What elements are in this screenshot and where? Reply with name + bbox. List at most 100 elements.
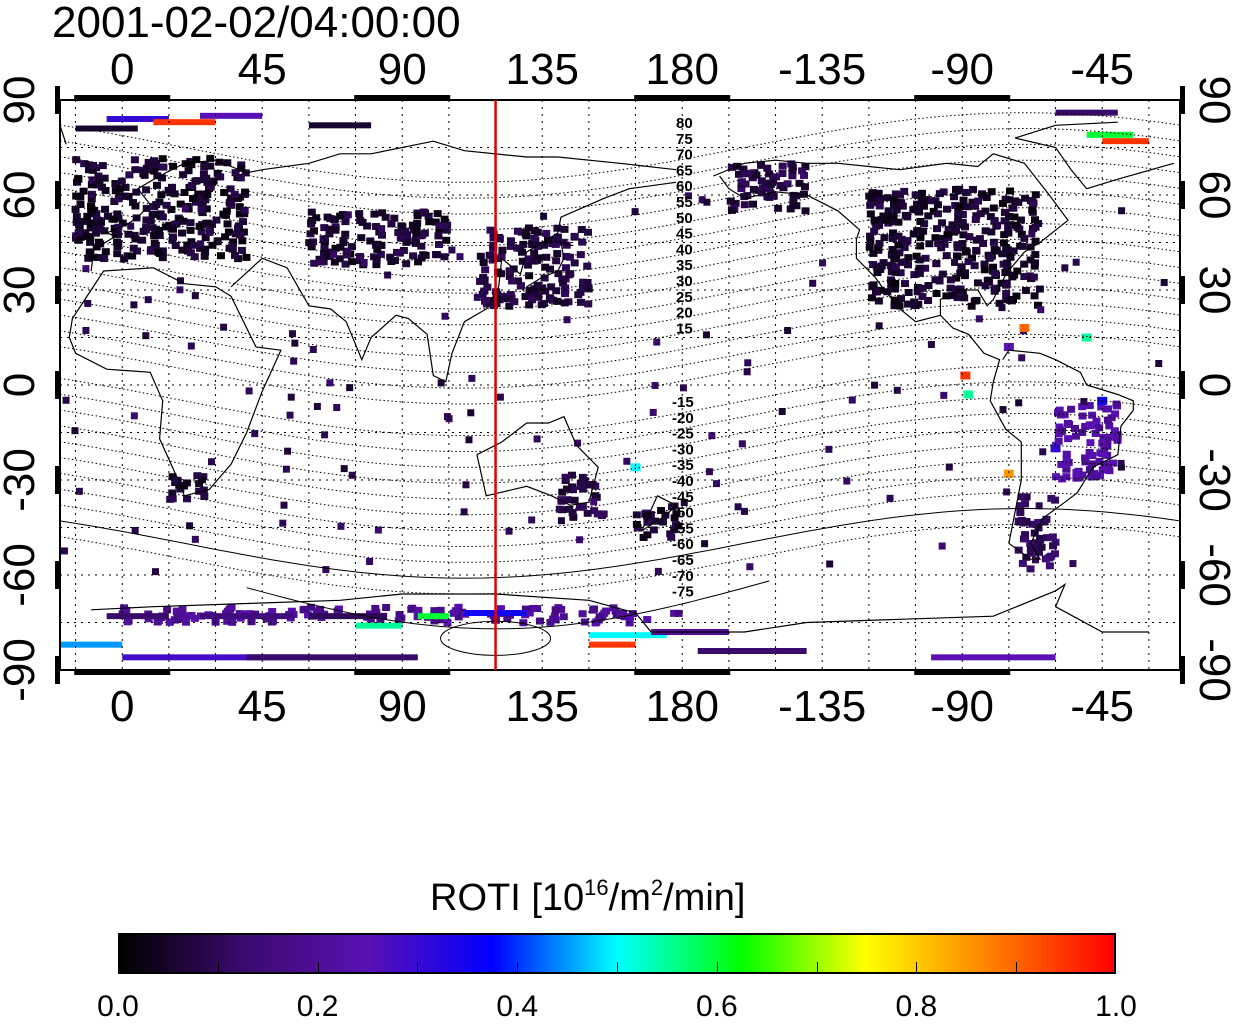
roti-cell bbox=[743, 368, 751, 376]
roti-cell bbox=[942, 252, 951, 260]
roti-cell bbox=[631, 208, 639, 216]
roti-cell bbox=[576, 479, 585, 487]
roti-cell bbox=[370, 210, 379, 218]
roti-cell bbox=[518, 257, 527, 265]
roti-cell bbox=[784, 326, 792, 334]
roti-cell bbox=[743, 192, 752, 200]
roti-cell bbox=[1021, 194, 1030, 202]
roti-cell bbox=[798, 167, 807, 175]
roti-cell bbox=[625, 619, 634, 627]
roti-cell bbox=[912, 252, 921, 260]
roti-cell bbox=[952, 274, 961, 282]
roti-cell bbox=[921, 254, 930, 262]
roti-cell bbox=[903, 213, 912, 221]
roti-cell-hotspot bbox=[630, 463, 641, 472]
roti-cell bbox=[563, 316, 571, 324]
roti-cell bbox=[1018, 559, 1027, 567]
roti-cell bbox=[960, 294, 969, 302]
roti-cell bbox=[897, 235, 906, 243]
roti-cell bbox=[178, 606, 187, 614]
roti-cell bbox=[1036, 534, 1045, 542]
roti-cell bbox=[201, 196, 210, 204]
roti-cell bbox=[341, 230, 350, 238]
roti-cell bbox=[191, 198, 200, 206]
roti-cell bbox=[1062, 465, 1071, 473]
roti-cell bbox=[874, 189, 883, 197]
roti-cell bbox=[163, 606, 172, 614]
roti-cell bbox=[999, 406, 1007, 414]
frame-tick-bar bbox=[55, 656, 60, 684]
roti-cell bbox=[1031, 191, 1040, 199]
roti-cell bbox=[223, 159, 232, 167]
roti-cell bbox=[559, 613, 568, 621]
tick-top-label: 90 bbox=[377, 45, 427, 94]
roti-cell bbox=[826, 560, 834, 568]
roti-cell bbox=[378, 225, 386, 233]
roti-cell bbox=[953, 244, 962, 252]
roti-cell bbox=[473, 293, 481, 301]
roti-cell bbox=[321, 431, 329, 439]
roti-cell bbox=[1054, 437, 1063, 445]
roti-cell bbox=[519, 240, 528, 248]
roti-cell bbox=[226, 185, 235, 193]
roti-cell bbox=[961, 247, 970, 255]
roti-cell bbox=[553, 224, 562, 232]
roti-cell bbox=[378, 209, 387, 217]
roti-cell bbox=[726, 197, 735, 205]
roti-cell bbox=[187, 238, 196, 246]
roti-cell bbox=[970, 202, 979, 210]
roti-cell bbox=[917, 198, 926, 206]
roti-cell bbox=[1085, 402, 1094, 410]
roti-cell bbox=[227, 603, 236, 611]
maglat-contour bbox=[60, 397, 1180, 468]
roti-cell bbox=[488, 256, 497, 264]
roti-cell bbox=[1111, 410, 1120, 418]
roti-cell bbox=[560, 290, 569, 298]
roti-cell bbox=[752, 171, 761, 179]
roti-cell bbox=[1037, 306, 1045, 314]
frame-tick-bar bbox=[1180, 371, 1185, 399]
roti-cell bbox=[403, 231, 412, 239]
roti-cell bbox=[533, 435, 541, 443]
roti-cell bbox=[496, 605, 505, 613]
roti-cell bbox=[801, 207, 810, 215]
roti-cell bbox=[121, 192, 130, 200]
roti-cell bbox=[540, 241, 549, 249]
roti-cell bbox=[468, 374, 476, 382]
roti-cell bbox=[557, 496, 566, 504]
roti-cell bbox=[79, 187, 88, 195]
roti-cell bbox=[680, 498, 688, 506]
roti-cell bbox=[883, 288, 892, 296]
roti-cell bbox=[562, 485, 571, 493]
roti-cell bbox=[981, 207, 990, 215]
roti-cell bbox=[115, 185, 124, 193]
roti-cell bbox=[975, 315, 983, 323]
roti-cell bbox=[440, 215, 449, 223]
roti-cell bbox=[980, 260, 989, 268]
roti-cell bbox=[1085, 466, 1094, 474]
roti-cell bbox=[875, 221, 884, 229]
roti-cell bbox=[657, 507, 666, 515]
roti-cell bbox=[538, 284, 547, 292]
roti-cell bbox=[1072, 258, 1080, 266]
roti-cell bbox=[970, 297, 979, 305]
roti-cell bbox=[958, 218, 967, 226]
roti-cell bbox=[395, 611, 404, 619]
roti-cell bbox=[879, 212, 888, 220]
roti-cell bbox=[483, 283, 492, 291]
roti-cell bbox=[142, 216, 151, 224]
roti-cell bbox=[672, 510, 681, 518]
roti-cell bbox=[181, 205, 189, 213]
roti-cell bbox=[956, 269, 965, 277]
roti-cell bbox=[1078, 471, 1087, 479]
roti-cell bbox=[155, 232, 164, 240]
tick-bottom-label: 90 bbox=[377, 682, 427, 731]
roti-cell bbox=[513, 277, 522, 285]
roti-cell bbox=[872, 263, 881, 271]
maglat-contour bbox=[60, 428, 1180, 500]
roti-cell bbox=[425, 218, 434, 226]
roti-cell bbox=[910, 271, 919, 279]
roti-cell bbox=[971, 215, 980, 223]
roti-cell bbox=[1057, 460, 1066, 468]
frame-tick-bar bbox=[55, 276, 60, 304]
